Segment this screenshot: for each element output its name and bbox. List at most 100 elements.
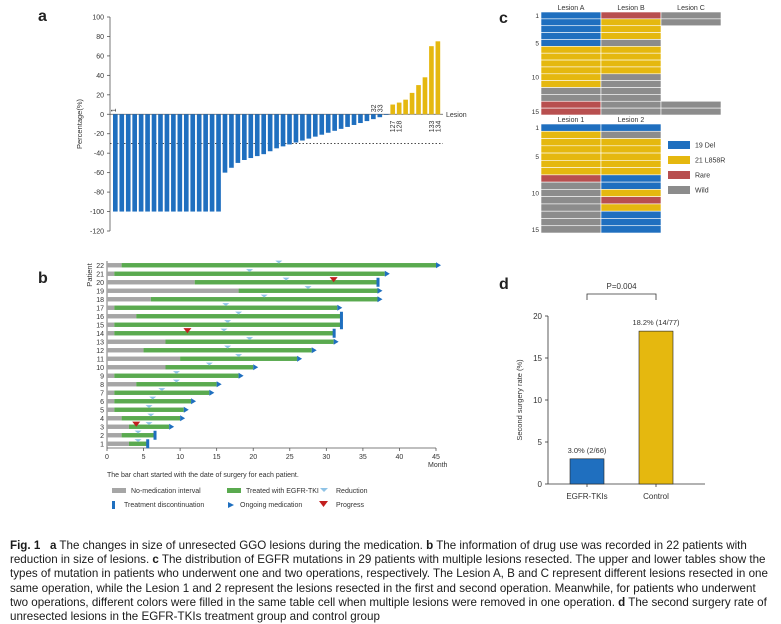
b-no-med-bar [107,424,129,429]
a-bar [422,77,428,115]
b-legend-no-med-swatch [112,488,126,493]
b-reduction-marker [172,371,180,375]
a-bar [280,114,286,147]
b-patient-label: 18 [96,297,104,304]
b-no-med-bar [107,305,115,310]
b-legend-ongoing-marker [228,502,234,508]
b-no-med-bar [107,390,115,395]
c-upper-row-tick: 15 [532,109,540,116]
a-bar [203,114,208,212]
a-bar [351,114,357,125]
a-y-tick-label: 80 [96,34,104,41]
b-no-med-bar [107,382,137,387]
c-upper-row-tick: 10 [532,75,540,82]
caption-c-text: The distribution of EGFR mutations in 29… [10,553,768,609]
b-tki-bar [114,390,210,395]
panel-a-letter: a [38,8,47,25]
a-y-tick-label: -40 [94,151,104,158]
b-patient-label: 22 [96,263,104,270]
figure-caption: Fig. 1 a The changes in size of unresect… [10,539,775,624]
a-bar [132,114,137,212]
b-no-med-bar [107,322,115,327]
b-tki-bar [143,348,312,353]
a-bar [409,92,415,115]
a-bar [267,114,273,152]
b-discontinuation-marker [332,328,336,338]
b-tki-bar [180,356,298,361]
b-reduction-marker [235,311,243,315]
b-reduction-marker [149,396,157,400]
b-legend-ongoing-label: Ongoing medication [240,502,302,509]
b-x-tick-label: 20 [249,454,257,461]
b-legend-tki-swatch [227,488,241,493]
a-y-tick-label: 100 [92,15,104,22]
c-lower-row-tick: 10 [532,191,540,198]
b-patient-label: 14 [96,331,104,338]
a-bar [138,114,144,212]
b-no-med-bar [107,288,239,293]
b-tki-bar [194,280,378,285]
b-patient-label: 20 [96,280,104,287]
b-reduction-marker [304,286,312,290]
a-y-tick-label: 60 [96,53,104,60]
b-tki-bar [114,399,192,404]
c-upper-column-label: Lesion C [677,5,705,12]
b-ongoing-arrow [436,262,441,269]
b-progress-marker [183,328,192,334]
b-reduction-marker [275,260,283,264]
a-bar [242,114,247,160]
b-x-tick-label: 5 [142,454,146,461]
c-lower-row-tick: 15 [532,227,540,234]
b-progress-marker [329,277,338,283]
panel-b-letter: b [38,270,48,287]
a-bar [158,114,163,212]
a-lesion-label-134: 134 [435,120,442,132]
a-bar [229,114,234,168]
b-tki-bar [114,322,341,327]
a-bar [312,114,318,137]
b-reduction-marker [246,269,254,273]
c-lower-cell [600,225,662,234]
c-legend-label: Rare [695,173,710,180]
d-y-tick-label: 15 [533,354,542,363]
b-ongoing-arrow [377,287,383,294]
b-tki-bar [165,339,334,344]
b-x-tick-label: 40 [396,454,404,461]
d-data-label: 18.2% (14/77) [632,318,680,327]
b-no-med-bar [107,373,115,378]
b-x-axis-label: Month [428,462,448,469]
b-ongoing-arrow [169,423,175,430]
b-x-tick-label: 35 [359,454,367,461]
b-ongoing-arrow [183,406,189,413]
b-reduction-marker [145,422,153,426]
caption-fig-label: Fig. 1 [10,539,41,552]
c-legend-label: 21 L858R [695,158,725,165]
d-significance-bracket [586,293,657,300]
a-bar [113,114,118,212]
b-legend-discontinuation-label: Treatment discontinuation [124,502,204,509]
b-no-med-bar [107,297,151,302]
a-y-tick-label: -20 [94,131,104,138]
caption-a-text: The changes in size of unresected GGO le… [56,539,427,552]
a-y-tick-label: -120 [90,229,104,236]
panel-c-letter: c [499,10,508,27]
b-ongoing-arrow [377,296,383,303]
d-data-label: 3.0% (2/66) [568,446,607,455]
b-reduction-marker [134,439,142,443]
d-y-tick-label: 5 [538,438,543,447]
b-ongoing-arrow [337,304,343,311]
b-patient-label: 9 [100,373,104,380]
b-x-tick-label: 0 [105,454,109,461]
a-y-tick-label: -80 [94,190,104,197]
b-patient-label: 4 [100,416,104,423]
b-no-med-bar [107,263,122,268]
a-bar [171,114,176,212]
c-upper-column-label: Lesion A [558,5,585,12]
b-no-med-bar [107,331,115,336]
b-reduction-marker [282,277,290,281]
b-reduction-marker [224,320,232,324]
a-lesion-label-33: 33 [377,104,384,112]
b-reduction-marker [172,379,180,383]
b-patient-label: 12 [96,348,104,355]
b-tki-bar [121,433,155,438]
